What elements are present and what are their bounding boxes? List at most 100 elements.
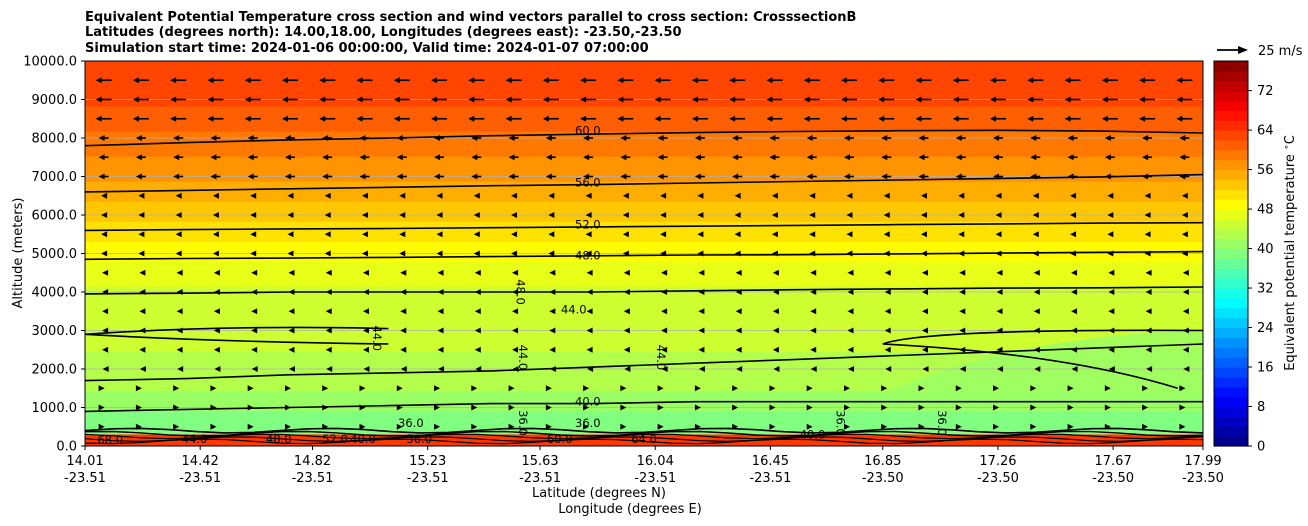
wind-vector-head bbox=[512, 269, 519, 276]
colorbar-band bbox=[1214, 396, 1248, 408]
wind-vector-head bbox=[176, 269, 183, 276]
fill-band bbox=[85, 151, 1203, 157]
wind-vector-head bbox=[810, 289, 817, 295]
wind-vector-head bbox=[958, 250, 965, 257]
wind-vector-head bbox=[1182, 269, 1189, 276]
wind-vector-head bbox=[505, 115, 512, 122]
wind-vector-head bbox=[622, 250, 629, 257]
wind-vector-head bbox=[212, 212, 219, 218]
wind-vector-head bbox=[840, 77, 847, 84]
x-tick-label-lat: 14.01 bbox=[66, 454, 103, 469]
colorbar-band bbox=[1214, 288, 1248, 299]
colorbar-band bbox=[1214, 426, 1248, 437]
title-line-2: Latitudes (degrees north): 14.00,18.00, … bbox=[85, 25, 682, 40]
fill-band bbox=[85, 71, 1203, 77]
x-axis-label-longitude: Longitude (degrees E) bbox=[558, 502, 702, 517]
wind-vector-head bbox=[660, 231, 667, 238]
wind-vector-head bbox=[921, 250, 927, 257]
wind-vector-head bbox=[583, 385, 590, 392]
wind-vector-head bbox=[1032, 212, 1039, 218]
wind-vector-head bbox=[176, 327, 183, 334]
wind-vector-head bbox=[622, 192, 629, 199]
wind-vector-head bbox=[1107, 192, 1114, 199]
wind-vector-head bbox=[995, 192, 1002, 199]
wind-vector-head bbox=[173, 173, 180, 180]
colorbar-band bbox=[1214, 199, 1248, 210]
wind-vector-head bbox=[396, 385, 403, 392]
wind-vector-head bbox=[1107, 212, 1114, 218]
wind-vector-head bbox=[843, 135, 850, 141]
wind-vector-head bbox=[139, 366, 146, 372]
colorbar-label-degree: ∘ bbox=[1282, 144, 1292, 150]
fill-band bbox=[85, 221, 1203, 227]
colorbar-band bbox=[1214, 317, 1248, 329]
wind-vector-head bbox=[436, 250, 443, 257]
contour-label: 48.0 bbox=[513, 279, 527, 305]
wind-vector-head bbox=[955, 154, 962, 161]
wind-vector-head bbox=[769, 404, 776, 411]
wind-vector-head bbox=[698, 269, 705, 276]
wind-vector-head bbox=[135, 385, 142, 392]
wind-vector-head bbox=[1104, 154, 1111, 161]
wind-vector-head bbox=[694, 154, 701, 161]
fill-band bbox=[85, 101, 1203, 107]
fill-band bbox=[85, 106, 1203, 112]
wind-vector-head bbox=[250, 192, 257, 199]
wind-vector-head bbox=[1139, 96, 1146, 103]
fill-band bbox=[85, 326, 1203, 332]
contour-label: 52.0 bbox=[322, 432, 348, 446]
fill-band bbox=[85, 121, 1203, 127]
wind-vector-head bbox=[654, 115, 661, 122]
fill-band bbox=[85, 386, 1203, 392]
wind-vector-head bbox=[1179, 154, 1186, 161]
fill-band bbox=[85, 291, 1203, 297]
wind-vector-head bbox=[697, 192, 704, 199]
wind-vector-head bbox=[585, 192, 592, 199]
wind-vector-head bbox=[322, 173, 329, 180]
wind-vector-head bbox=[247, 154, 254, 161]
contour-label: 52.0 bbox=[575, 218, 601, 232]
wind-vector-head bbox=[661, 327, 668, 334]
colorbar-tick-label: 8 bbox=[1257, 400, 1265, 415]
wind-vector-head bbox=[1108, 327, 1115, 334]
x-tick-label-lat: 17.99 bbox=[1184, 454, 1221, 469]
wind-vector-head bbox=[319, 96, 326, 103]
contour-line bbox=[85, 221, 1203, 232]
wind-vector-head bbox=[771, 250, 778, 257]
wind-vector-head bbox=[512, 289, 519, 295]
wind-vector-head bbox=[694, 404, 701, 411]
y-axis: 0.0 1000.0 2000.0 3000.0 4000.0 5000.0 6000.0 7… bbox=[23, 55, 85, 455]
wind-vector-head bbox=[210, 423, 217, 430]
wind-vector-head bbox=[1027, 77, 1034, 84]
wind-vector-head bbox=[322, 385, 329, 392]
wind-vector-head bbox=[620, 385, 627, 392]
wind-vector-head bbox=[883, 212, 890, 218]
wind-vector-head bbox=[102, 269, 109, 276]
wind-vector-head bbox=[698, 366, 705, 372]
contour-label: 40.0 bbox=[575, 395, 601, 409]
wind-vector-head bbox=[511, 192, 518, 199]
wind-vector-head bbox=[210, 173, 217, 180]
wind-vector-head bbox=[1145, 289, 1152, 295]
wind-vector-head bbox=[1142, 404, 1149, 411]
wind-vector-head bbox=[952, 96, 959, 103]
wind-vector-head bbox=[809, 250, 816, 257]
wind-vector-head bbox=[955, 385, 962, 392]
wind-vector-head bbox=[471, 423, 478, 430]
wind-vector-head bbox=[545, 423, 552, 430]
wind-vector-head bbox=[1182, 346, 1189, 353]
fill-band bbox=[85, 391, 1203, 397]
wind-vector-head bbox=[769, 173, 776, 180]
wind-vector-head bbox=[359, 404, 366, 411]
fill-band bbox=[85, 406, 1203, 412]
wind-vector-head bbox=[474, 346, 481, 353]
wind-vector-head bbox=[207, 77, 214, 84]
wind-vector-head bbox=[1030, 173, 1037, 180]
wind-vector-head bbox=[325, 308, 332, 315]
wind-vector-head bbox=[251, 346, 258, 353]
wind-vector-head bbox=[1176, 96, 1183, 103]
wind-vector-head bbox=[1067, 173, 1074, 180]
colorbar-band bbox=[1214, 248, 1248, 260]
wind-vector-head bbox=[997, 366, 1004, 372]
contour-label: 64.0 bbox=[631, 432, 657, 446]
